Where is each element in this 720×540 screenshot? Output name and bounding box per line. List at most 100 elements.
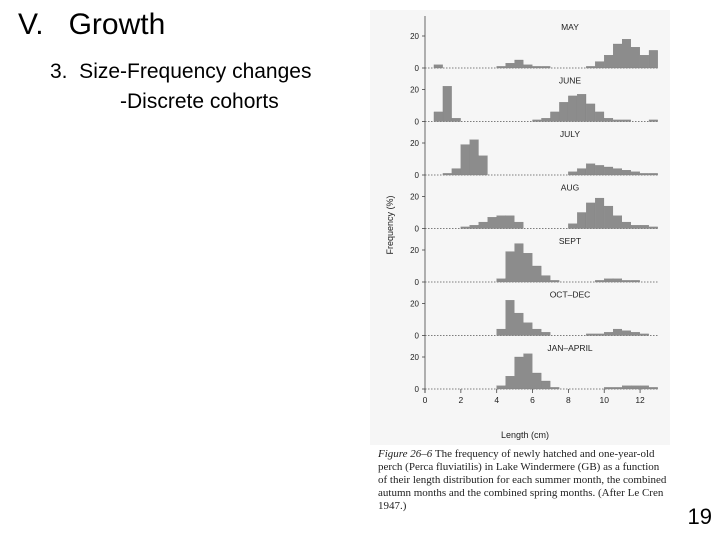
- histogram-bar: [586, 103, 596, 122]
- histogram-bar: [532, 66, 542, 69]
- histogram-bar: [613, 119, 623, 122]
- histogram-bar: [586, 333, 596, 336]
- histogram-bar: [639, 173, 649, 176]
- histogram-bar: [648, 50, 658, 69]
- y-tick-label: 0: [415, 171, 420, 180]
- histogram-bar: [613, 168, 623, 176]
- histogram-bar: [523, 253, 533, 283]
- histogram-bar: [469, 225, 479, 229]
- histogram-bar: [639, 333, 649, 336]
- panels-layer: 0 20 MAY 0 20 JUNE 0 20 JULY 0 20 AUG 0 20 SEPT 0 20 OCT–…: [410, 16, 658, 394]
- caption-text: The frequency of newly hatched and one-y…: [378, 448, 667, 512]
- histogram-bar: [613, 215, 623, 229]
- histogram-bar: [622, 119, 631, 122]
- x-tick-label: 0: [423, 395, 428, 405]
- histogram-bar: [630, 280, 640, 283]
- histogram-bar: [577, 212, 587, 229]
- histogram-bar: [478, 221, 488, 229]
- panel: 0 20 JAN–APRIL: [410, 343, 658, 394]
- histogram-bar: [433, 111, 443, 122]
- histogram-bar: [541, 66, 551, 69]
- x-tick-label: 6: [530, 395, 535, 405]
- panel-label: JUNE: [559, 76, 582, 86]
- histogram-bar: [595, 333, 605, 336]
- histogram-bar: [469, 139, 479, 176]
- size-frequency-chart: 020MAY020JUNE020JULY020AUG020SEPT020OCT–…: [370, 10, 670, 445]
- histogram-bar: [586, 66, 596, 69]
- histogram-bar: [622, 330, 631, 336]
- y-axis-label: Frequency (%): [385, 195, 395, 254]
- histogram-bar: [604, 205, 614, 229]
- panel-label: MAY: [561, 22, 579, 32]
- figure-caption: Figure 26–6 The frequency of newly hatch…: [378, 448, 668, 513]
- histogram-bar: [550, 280, 560, 283]
- histogram-bar: [550, 111, 560, 122]
- histogram-bar: [460, 226, 470, 229]
- panel-label: AUG: [561, 183, 579, 193]
- histogram-bar: [442, 173, 452, 176]
- histogram-bar: [613, 387, 623, 390]
- y-tick-label: 0: [415, 385, 420, 394]
- histogram-bar: [613, 328, 623, 336]
- histogram-bar: [532, 265, 542, 283]
- histogram-bar: [505, 215, 515, 229]
- histogram-bar: [586, 202, 596, 229]
- histogram-bar: [648, 119, 658, 122]
- histogram-bar: [630, 332, 640, 336]
- y-tick-label: 20: [410, 86, 419, 95]
- histogram-bar: [478, 155, 488, 176]
- histogram-bar: [505, 376, 515, 390]
- histogram-bar: [639, 225, 649, 229]
- histogram-bar: [630, 385, 640, 390]
- slide-title: V. Growth: [18, 8, 166, 41]
- histogram-bar: [604, 387, 614, 390]
- histogram-bar: [541, 332, 551, 336]
- histogram-bar: [604, 278, 614, 283]
- panel-label: JAN–APRIL: [547, 343, 593, 353]
- histogram-bar: [496, 278, 506, 283]
- y-tick-label: 0: [415, 225, 420, 234]
- y-tick-label: 20: [410, 300, 419, 309]
- y-tick-label: 0: [415, 278, 420, 287]
- histogram-bar: [648, 173, 658, 176]
- histogram-bar: [532, 119, 542, 122]
- histogram-bar: [496, 385, 506, 390]
- y-tick-label: 20: [410, 353, 419, 362]
- histogram-bar: [613, 43, 623, 69]
- y-tick-label: 0: [415, 64, 420, 73]
- panel: 0 20 JUNE: [410, 76, 658, 127]
- histogram-bar: [496, 215, 506, 229]
- histogram-bar: [639, 55, 649, 69]
- x-tick-label: 10: [599, 395, 609, 405]
- histogram-bar: [514, 356, 524, 390]
- panel: 0 20 OCT–DEC: [410, 290, 658, 341]
- histogram-bar: [523, 64, 533, 69]
- page-number: 19: [687, 504, 712, 529]
- histogram-bar: [577, 168, 587, 176]
- histogram-bar: [505, 300, 515, 336]
- histogram-bar: [487, 217, 497, 229]
- panel-label: JULY: [560, 129, 580, 139]
- histogram-bar: [639, 385, 649, 390]
- histogram-bar: [514, 59, 524, 69]
- histogram-bar: [595, 61, 605, 69]
- histogram-bar: [622, 170, 631, 176]
- panel: 0 20 MAY: [410, 22, 658, 73]
- histogram-bar: [622, 385, 631, 390]
- slide-subtitle-detail: -Discrete cohorts: [120, 90, 279, 113]
- slide-subtitle: 3. Size-Frequency changes: [50, 60, 312, 83]
- histogram-bar: [514, 221, 524, 229]
- histogram-bar: [514, 312, 524, 336]
- histogram-bar: [604, 118, 614, 122]
- histogram-bar: [496, 66, 506, 69]
- histogram-bar: [514, 243, 524, 283]
- histogram-bar: [460, 144, 470, 176]
- histogram-bar: [630, 225, 640, 229]
- histogram-bar: [613, 278, 623, 283]
- y-tick-label: 0: [415, 118, 420, 127]
- histogram-bar: [532, 328, 542, 336]
- histogram-bar: [604, 55, 614, 69]
- histogram-bar: [622, 39, 631, 69]
- panel: 0 20 SEPT: [410, 236, 658, 287]
- x-tick-label: 4: [494, 395, 499, 405]
